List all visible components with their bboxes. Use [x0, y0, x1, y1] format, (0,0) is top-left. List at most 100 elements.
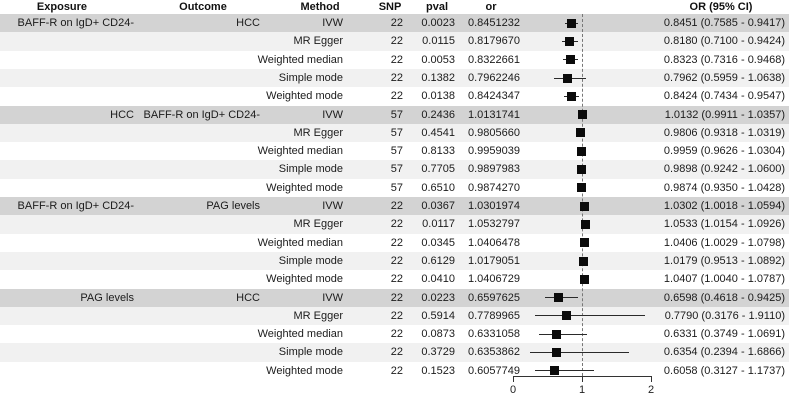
cell-or: 0.9959039 [468, 145, 520, 158]
x-axis-tick-label: 2 [647, 384, 655, 396]
cell-or: 0.6057749 [468, 364, 520, 377]
cell-method: Weighted mode [266, 364, 343, 377]
cell-pval: 0.0117 [422, 218, 455, 231]
table-row-band [0, 215, 789, 234]
table-row-band [0, 178, 789, 197]
cell-exposure: BAFF-R on IgD+ CD24- [17, 17, 134, 29]
cell-or: 1.0301974 [468, 200, 520, 212]
cell-method: IVW [322, 200, 343, 212]
cell-ci-label: 0.6354 (0.2394 - 1.6866) [663, 346, 785, 359]
cell-snp: 22 [390, 346, 403, 359]
cell-ci-label: 0.8424 (0.7434 - 0.9547) [663, 90, 785, 103]
cell-pval: 0.6510 [421, 181, 455, 194]
table-row-band [0, 270, 789, 289]
cell-ci-label: 0.8323 (0.7316 - 0.9468) [663, 53, 785, 66]
table-row-band [0, 343, 789, 362]
cell-pval: 0.0345 [421, 236, 455, 249]
table-row-band [0, 233, 789, 252]
column-header-or: or [485, 1, 497, 13]
reference-line [581, 14, 583, 376]
forest-point [565, 55, 575, 65]
cell-method: MR Egger [293, 35, 343, 48]
cell-ci-label: 0.9898 (0.9242 - 1.0600) [663, 163, 785, 176]
x-axis-tick [651, 376, 652, 382]
table-row-band [0, 105, 789, 124]
cell-snp: 22 [390, 53, 403, 66]
cell-ci-label: 0.6598 (0.4618 - 0.9425) [663, 291, 785, 304]
cell-method: Weighted mode [266, 90, 343, 103]
forest-point [576, 128, 586, 138]
cell-ci-label: 1.0179 (0.9513 - 1.0892) [663, 254, 785, 267]
cell-method: Weighted median [257, 236, 343, 249]
forest-point [554, 293, 564, 303]
cell-method: IVW [322, 17, 343, 29]
cell-pval: 0.4541 [421, 126, 455, 139]
cell-pval: 0.0023 [421, 17, 455, 29]
forest-ci-line [534, 370, 594, 372]
cell-exposure: PAG levels [80, 291, 134, 304]
cell-pval: 0.1523 [421, 364, 455, 377]
column-header-or-ci: OR (95% CI) [689, 1, 753, 13]
table-row-band [0, 123, 789, 143]
cell-method: Weighted median [257, 145, 343, 158]
forest-point [580, 274, 590, 284]
cell-snp: 57 [390, 108, 403, 121]
column-header-exposure: Exposure [36, 1, 88, 13]
cell-method: Weighted mode [266, 273, 343, 286]
table-row-band [0, 68, 789, 88]
cell-ci-label: 0.6058 (0.3127 - 1.1737) [663, 364, 785, 377]
cell-exposure: BAFF-R on IgD+ CD24- [17, 200, 134, 212]
cell-method: MR Egger [293, 126, 343, 139]
cell-or: 1.0406478 [468, 236, 520, 249]
forest-point [576, 183, 586, 193]
cell-or: 0.8451232 [468, 17, 520, 29]
cell-or: 1.0532797 [468, 218, 520, 231]
forest-point [550, 366, 560, 376]
forest-point [576, 165, 586, 175]
cell-or: 0.7962246 [468, 71, 520, 84]
cell-pval: 0.0410 [421, 273, 455, 286]
forest-ci-line [538, 333, 587, 335]
cell-pval: 0.0115 [422, 35, 455, 48]
cell-or: 0.8322661 [468, 53, 520, 66]
cell-method: IVW [322, 108, 343, 121]
cell-or: 0.6353862 [468, 346, 520, 359]
x-axis-tick-label: 1 [578, 384, 586, 396]
cell-ci-label: 0.8451 (0.7585 - 0.9417) [663, 17, 785, 29]
cell-snp: 57 [390, 163, 403, 176]
table-row-band [0, 160, 789, 179]
cell-ci-label: 0.9959 (0.9626 - 1.0304) [663, 145, 785, 158]
cell-method: IVW [322, 291, 343, 304]
forest-point [566, 18, 576, 28]
table-row-band [0, 14, 789, 33]
cell-snp: 22 [390, 71, 403, 84]
cell-snp: 22 [390, 35, 403, 48]
cell-pval: 0.0223 [421, 291, 455, 304]
cell-method: Weighted median [257, 328, 343, 341]
table-row-band [0, 197, 789, 216]
forest-point [552, 329, 562, 339]
table-row-band [0, 50, 789, 69]
cell-method: Simple mode [278, 254, 343, 267]
cell-snp: 22 [390, 236, 403, 249]
table-row-band [0, 32, 789, 51]
cell-snp: 22 [390, 328, 403, 341]
cell-or: 0.6331058 [468, 328, 520, 341]
forest-ci-line [529, 352, 630, 354]
cell-or: 1.0179051 [468, 254, 520, 267]
forest-point [581, 219, 591, 229]
cell-method: Weighted mode [266, 181, 343, 194]
column-header-method: Method [300, 1, 340, 13]
x-axis-tick [513, 376, 514, 382]
cell-ci-label: 1.0533 (1.0154 - 1.0926) [663, 218, 785, 231]
cell-ci-label: 0.9806 (0.9318 - 1.0319) [663, 126, 785, 139]
forest-point [562, 311, 572, 321]
cell-pval: 0.7705 [421, 163, 455, 176]
cell-pval: 0.0138 [421, 90, 455, 103]
cell-snp: 22 [390, 17, 403, 29]
cell-or: 0.9874270 [468, 181, 520, 194]
column-header-outcome: Outcome [179, 1, 227, 13]
cell-method: MR Egger [293, 309, 343, 322]
cell-ci-label: 0.7962 (0.5959 - 1.0638) [663, 71, 785, 84]
